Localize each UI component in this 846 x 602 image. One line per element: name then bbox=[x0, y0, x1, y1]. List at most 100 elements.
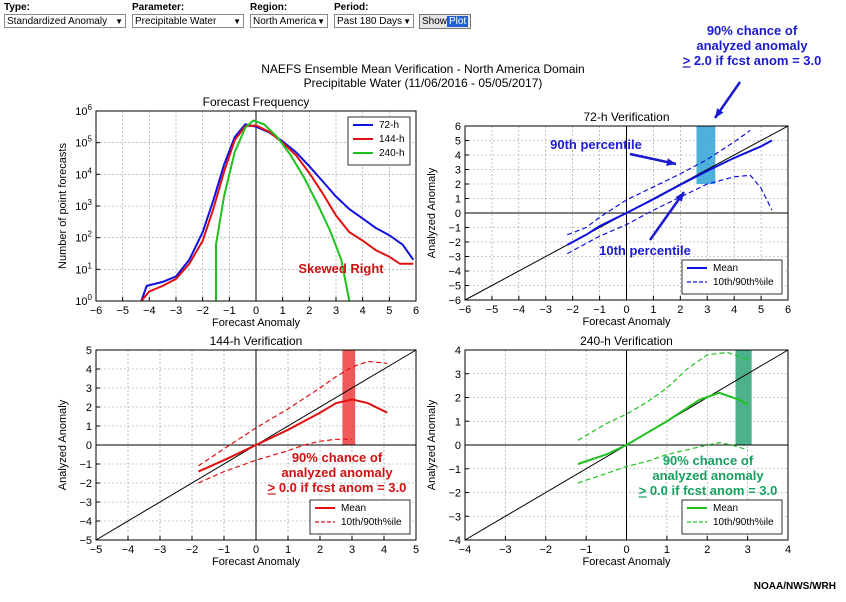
region-label: Region: bbox=[250, 2, 288, 13]
y-tick-label: 6 bbox=[455, 121, 461, 133]
annotation-line: analyzed anomaly bbox=[696, 38, 808, 53]
y-tick-exponent: 2 bbox=[88, 230, 93, 239]
y-tick-exponent: 6 bbox=[88, 103, 93, 112]
y-tick-label: 1 bbox=[455, 416, 461, 428]
x-tick-label: −2 bbox=[566, 304, 579, 316]
x-tick-label: −2 bbox=[186, 544, 199, 556]
legend-label: 10th/90th%ile bbox=[341, 517, 402, 528]
y-tick-exponent: 4 bbox=[88, 166, 93, 175]
legend-label: Mean bbox=[713, 263, 738, 274]
chevron-down-icon: ▼ bbox=[115, 17, 123, 26]
type-select-value: Standardized Anomaly bbox=[7, 16, 108, 27]
figure-title-line2: Precipitable Water (11/06/2016 - 05/05/2… bbox=[304, 76, 543, 90]
plot-frame bbox=[95, 349, 417, 541]
legend-box bbox=[681, 499, 783, 535]
y-axis-label: Number of point forecasts bbox=[57, 143, 69, 269]
plot-frame bbox=[464, 349, 789, 541]
y-tick-label: 4 bbox=[455, 150, 461, 162]
y-tick-label: −3 bbox=[448, 511, 461, 523]
y-tick-label: 1 bbox=[455, 194, 461, 206]
annotation-arrow-head bbox=[666, 158, 676, 166]
y-tick-label: −2 bbox=[448, 488, 461, 500]
region-control: Region: North America ▼ bbox=[250, 2, 328, 28]
y-tick-label: 104 bbox=[75, 166, 92, 181]
x-tick-label: 5 bbox=[386, 305, 392, 317]
y-tick-label: 5 bbox=[455, 136, 461, 148]
show-plot-button-left: Show bbox=[422, 16, 448, 27]
show-plot-button[interactable]: Show Plot bbox=[419, 14, 472, 29]
y-tick-exponent: 5 bbox=[88, 135, 93, 144]
x-tick-label: −4 bbox=[513, 304, 526, 316]
y-tick-label: 105 bbox=[75, 135, 92, 150]
legend-box bbox=[309, 499, 411, 535]
x-axis-label: Forecast Anomaly bbox=[212, 317, 301, 329]
x-tick-label: −3 bbox=[499, 544, 512, 556]
chevron-down-icon: ▼ bbox=[317, 17, 325, 26]
y-tick-label: 102 bbox=[75, 230, 92, 245]
x-axis-label: Forecast Anomaly bbox=[582, 316, 671, 328]
period-control: Period: Past 180 Days ▼ bbox=[334, 2, 414, 28]
series-line-percentile bbox=[198, 438, 352, 484]
x-tick-label: −5 bbox=[90, 544, 103, 556]
x-tick-label: −3 bbox=[154, 544, 167, 556]
y-tick-label: −4 bbox=[448, 266, 461, 278]
x-tick-label: −3 bbox=[170, 305, 183, 317]
region-select-value: North America bbox=[253, 16, 317, 27]
y-tick-label: −1 bbox=[79, 459, 92, 471]
region-select[interactable]: North America ▼ bbox=[250, 14, 328, 28]
x-tick-label: 4 bbox=[381, 544, 387, 556]
legend-label: 10th/90th%ile bbox=[713, 517, 774, 528]
annotation-arrow-head bbox=[675, 192, 684, 202]
y-axis-label: Analyzed Anomaly bbox=[426, 399, 438, 490]
x-tick-label: 0 bbox=[623, 304, 629, 316]
y-tick-label: 3 bbox=[455, 369, 461, 381]
x-tick-label: 2 bbox=[677, 304, 683, 316]
series-line-10th-90th-ile bbox=[577, 351, 748, 441]
series-line-144-h bbox=[140, 124, 414, 302]
parameter-control: Parameter: Precipitable Water ▼ bbox=[132, 2, 244, 28]
x-tick-label: −4 bbox=[459, 544, 472, 556]
y-axis-label: Analyzed Anomaly bbox=[57, 399, 69, 490]
x-axis-label: Forecast Anomaly bbox=[212, 556, 301, 568]
x-tick-label: 2 bbox=[306, 305, 312, 317]
panel-2: −5 −4 −3 −2 −1 0 1 2 3 4 5 −5 −4 −3 −2 −1 0 1 2 3 4 5 144-h Ve… bbox=[57, 334, 419, 568]
y-tick-label: 2 bbox=[455, 179, 461, 191]
confidence-band bbox=[342, 350, 356, 445]
annotation-line: 90% chance of bbox=[707, 23, 798, 38]
x-tick-label: −1 bbox=[580, 544, 593, 556]
x-tick-label: −6 bbox=[90, 305, 103, 317]
annotation-line: analyzed anomaly bbox=[652, 468, 764, 483]
series-line-10th-90th-ile bbox=[567, 129, 751, 236]
y-axis-label: Analyzed Anomaly bbox=[426, 167, 438, 258]
y-tick-label: −3 bbox=[448, 252, 461, 264]
y-tick-label: 0 bbox=[455, 440, 461, 452]
x-tick-label: −1 bbox=[218, 544, 231, 556]
x-tick-label: −5 bbox=[116, 305, 129, 317]
x-tick-label: 5 bbox=[413, 544, 419, 556]
x-tick-label: 6 bbox=[785, 304, 791, 316]
y-tick-label: 4 bbox=[455, 345, 461, 357]
x-tick-label: 5 bbox=[758, 304, 764, 316]
type-label: Type: bbox=[4, 2, 30, 13]
figure-title-line1: NAEFS Ensemble Mean Verification - North… bbox=[261, 62, 584, 76]
confidence-band bbox=[735, 350, 752, 445]
parameter-select[interactable]: Precipitable Water ▼ bbox=[132, 14, 244, 28]
y-tick-label: 1 bbox=[86, 421, 92, 433]
type-select[interactable]: Standardized Anomaly ▼ bbox=[4, 14, 126, 28]
y-tick-label: 101 bbox=[75, 261, 92, 276]
y-tick-label: 3 bbox=[86, 383, 92, 395]
legend-label: 144-h bbox=[379, 134, 405, 145]
chevron-down-icon: ▼ bbox=[403, 17, 411, 26]
legend-label: 72-h bbox=[379, 120, 399, 131]
type-control: Type: Standardized Anomaly ▼ bbox=[4, 2, 126, 28]
panel-0: −6 −5 −4 −3 −2 −1 0 1 2 3 4 5 6100101102103104105106… bbox=[57, 95, 419, 329]
annotation-line: > 0.0 if fcst anom = 3.0 bbox=[639, 483, 778, 498]
x-tick-label: −2 bbox=[539, 544, 552, 556]
period-select[interactable]: Past 180 Days ▼ bbox=[334, 14, 414, 28]
y-tick-label: −5 bbox=[79, 535, 92, 547]
parameter-select-value: Precipitable Water bbox=[135, 16, 217, 27]
y-tick-label: 0 bbox=[455, 208, 461, 220]
y-tick-label: −4 bbox=[448, 535, 461, 547]
series-line-mean bbox=[566, 139, 773, 246]
